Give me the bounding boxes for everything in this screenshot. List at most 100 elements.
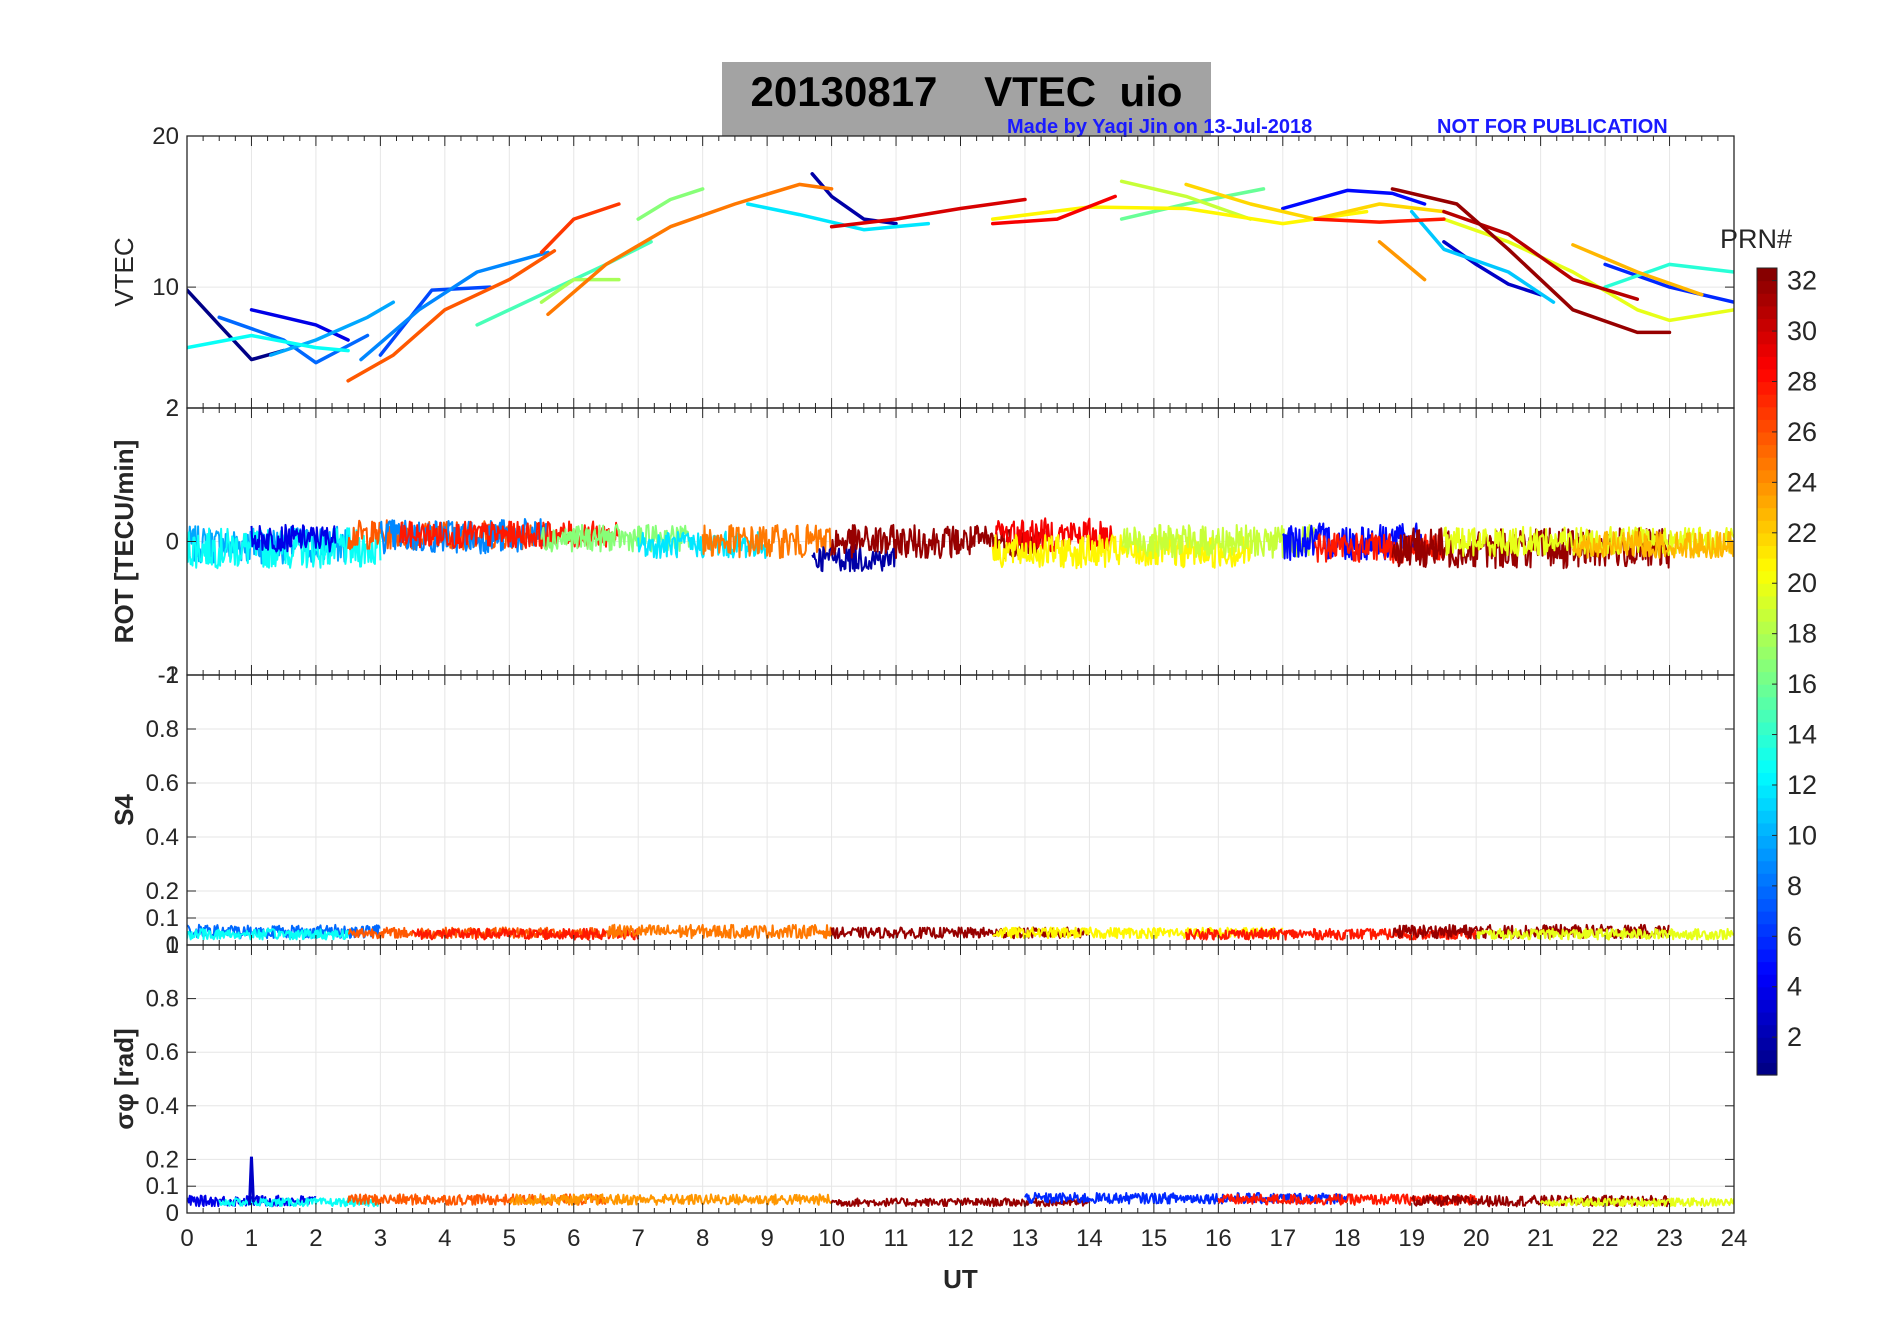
colorbar-cell (1757, 305, 1777, 320)
y-tick-label: 0.6 (146, 1039, 179, 1066)
vtec-series-prn-14 (1603, 262, 1734, 289)
title-label: VTEC uio (984, 68, 1183, 115)
title-box (722, 62, 1211, 136)
vtec-series-prn-26 (346, 249, 557, 383)
sigma_phi-trace-prn-20 (1539, 1197, 1734, 1208)
colorbar-tick-label: 14 (1787, 720, 1817, 750)
colorbar-cell (1757, 1049, 1777, 1063)
vtec-series-prn-2 (810, 172, 898, 226)
colorbar-cell (1757, 595, 1777, 610)
colorbar-tick-label: 6 (1787, 921, 1802, 951)
colorbar-cell (1757, 331, 1777, 345)
colorbar-cell (1757, 545, 1777, 559)
colorbar-cell (1757, 583, 1777, 597)
colorbar-cell (1757, 406, 1777, 420)
colorbar-cell (1757, 268, 1777, 282)
x-tick-label: 23 (1656, 1225, 1683, 1252)
colorbar-cell (1757, 444, 1777, 458)
sigma_phi-spike-prn-3 (247, 1156, 255, 1206)
colorbar-tick-label: 24 (1787, 467, 1817, 497)
y-tick-label: -2 (158, 662, 179, 689)
colorbar-cell (1757, 1062, 1777, 1076)
colorbar-cell (1757, 1011, 1777, 1026)
colorbar-cell (1757, 848, 1777, 862)
x-tick-label: 7 (632, 1225, 645, 1252)
vtec-series-prn-27 (539, 202, 621, 255)
colorbar-cell (1757, 898, 1777, 912)
vtec-series-prn-29 (990, 194, 1117, 226)
y-tick-label: 0 (166, 1200, 179, 1227)
y-tick-label: 0 (166, 932, 179, 959)
x-tick-label: 10 (818, 1225, 845, 1252)
x-tick-label: 17 (1269, 1225, 1296, 1252)
chart-title: 20130817 VTEC uio (722, 68, 1211, 116)
vtec-series-prn-28 (1313, 217, 1446, 224)
colorbar-cell (1757, 394, 1777, 408)
rot-trace-prn-25 (701, 523, 833, 560)
colorbar-cell (1757, 974, 1777, 988)
credit-author: Made by Yaqi Jin on 13-Jul-2018 (1007, 116, 1313, 138)
colorbar-cell (1757, 658, 1777, 673)
colorbar-cell (1757, 961, 1777, 975)
y-axis-label-vtec: VTEC (109, 237, 139, 306)
y-tick-label: 0.8 (146, 986, 179, 1013)
colorbar-tick-label: 4 (1787, 972, 1802, 1002)
colorbar-cell (1757, 986, 1777, 1000)
colorbar-cell (1757, 570, 1777, 584)
x-tick-label: 19 (1398, 1225, 1425, 1252)
x-tick-label: 8 (696, 1225, 709, 1252)
y-axis-label-sigma_phi: σφ [rad] (109, 1028, 139, 1129)
colorbar-cell (1757, 797, 1777, 811)
colorbar-cell (1757, 494, 1777, 509)
colorbar-cell (1757, 318, 1777, 332)
title-date: 20130817 (750, 68, 938, 115)
x-tick-label: 1 (245, 1225, 258, 1252)
panel-s4-data (187, 923, 1734, 941)
vtec-series-prn-7 (378, 285, 492, 357)
colorbar-cell (1757, 356, 1777, 370)
colorbar-cell (1757, 734, 1777, 748)
vtec-series-prn-9 (359, 250, 550, 362)
vtec-series-prn-23 (1571, 243, 1704, 297)
vtec-series-prn-24 (1377, 240, 1427, 282)
colorbar-cell (1757, 936, 1777, 950)
colorbar-tick-label: 30 (1787, 316, 1817, 346)
colorbar-cell (1757, 343, 1777, 357)
colorbar-tick-label: 22 (1787, 518, 1817, 548)
colorbar-cell (1757, 822, 1777, 837)
colorbar-tick-label: 28 (1787, 366, 1817, 396)
vtec-series-prn-11 (1409, 209, 1556, 304)
colorbar-cell (1757, 457, 1777, 471)
colorbar-tick-label: 8 (1787, 871, 1802, 901)
vtec-series-prn-5 (1281, 188, 1427, 211)
colorbar-cell (1757, 419, 1777, 433)
x-tick-label: 15 (1141, 1225, 1168, 1252)
vtec-series-prn-3 (1442, 240, 1543, 297)
colorbar-tick-label: 18 (1787, 619, 1817, 649)
y-tick-label: 0.2 (146, 1146, 179, 1173)
rot-trace-prn-17 (540, 523, 691, 553)
x-tick-label: 16 (1205, 1225, 1232, 1252)
colorbar-tick-label: 26 (1787, 417, 1817, 447)
colorbar-cell (1757, 784, 1777, 799)
colorbar-tick-label: 20 (1787, 568, 1817, 598)
vtec-series-prn-13 (187, 333, 350, 353)
rot-trace-prn-29 (991, 517, 1117, 553)
axes-layer (186, 135, 1735, 1214)
colorbar-cell (1757, 999, 1777, 1013)
colorbar-cell (1757, 860, 1777, 874)
colorbar-cell (1757, 482, 1777, 496)
colorbar-cell (1757, 772, 1777, 786)
colorbar-cell (1757, 558, 1777, 572)
vtec-series-prn-6 (1603, 262, 1734, 304)
rot-trace-prn-12 (637, 530, 769, 559)
y-tick-label: 10 (152, 274, 179, 301)
x-tick-label: 11 (884, 1225, 909, 1252)
rot-trace-prn-23 (1571, 530, 1734, 560)
x-tick-label: 22 (1592, 1225, 1619, 1252)
x-tick-label: 12 (947, 1225, 974, 1252)
colorbar-cell (1757, 469, 1777, 483)
s4-trace-prn-28 (1185, 927, 1478, 941)
colorbar-cell (1757, 381, 1777, 395)
